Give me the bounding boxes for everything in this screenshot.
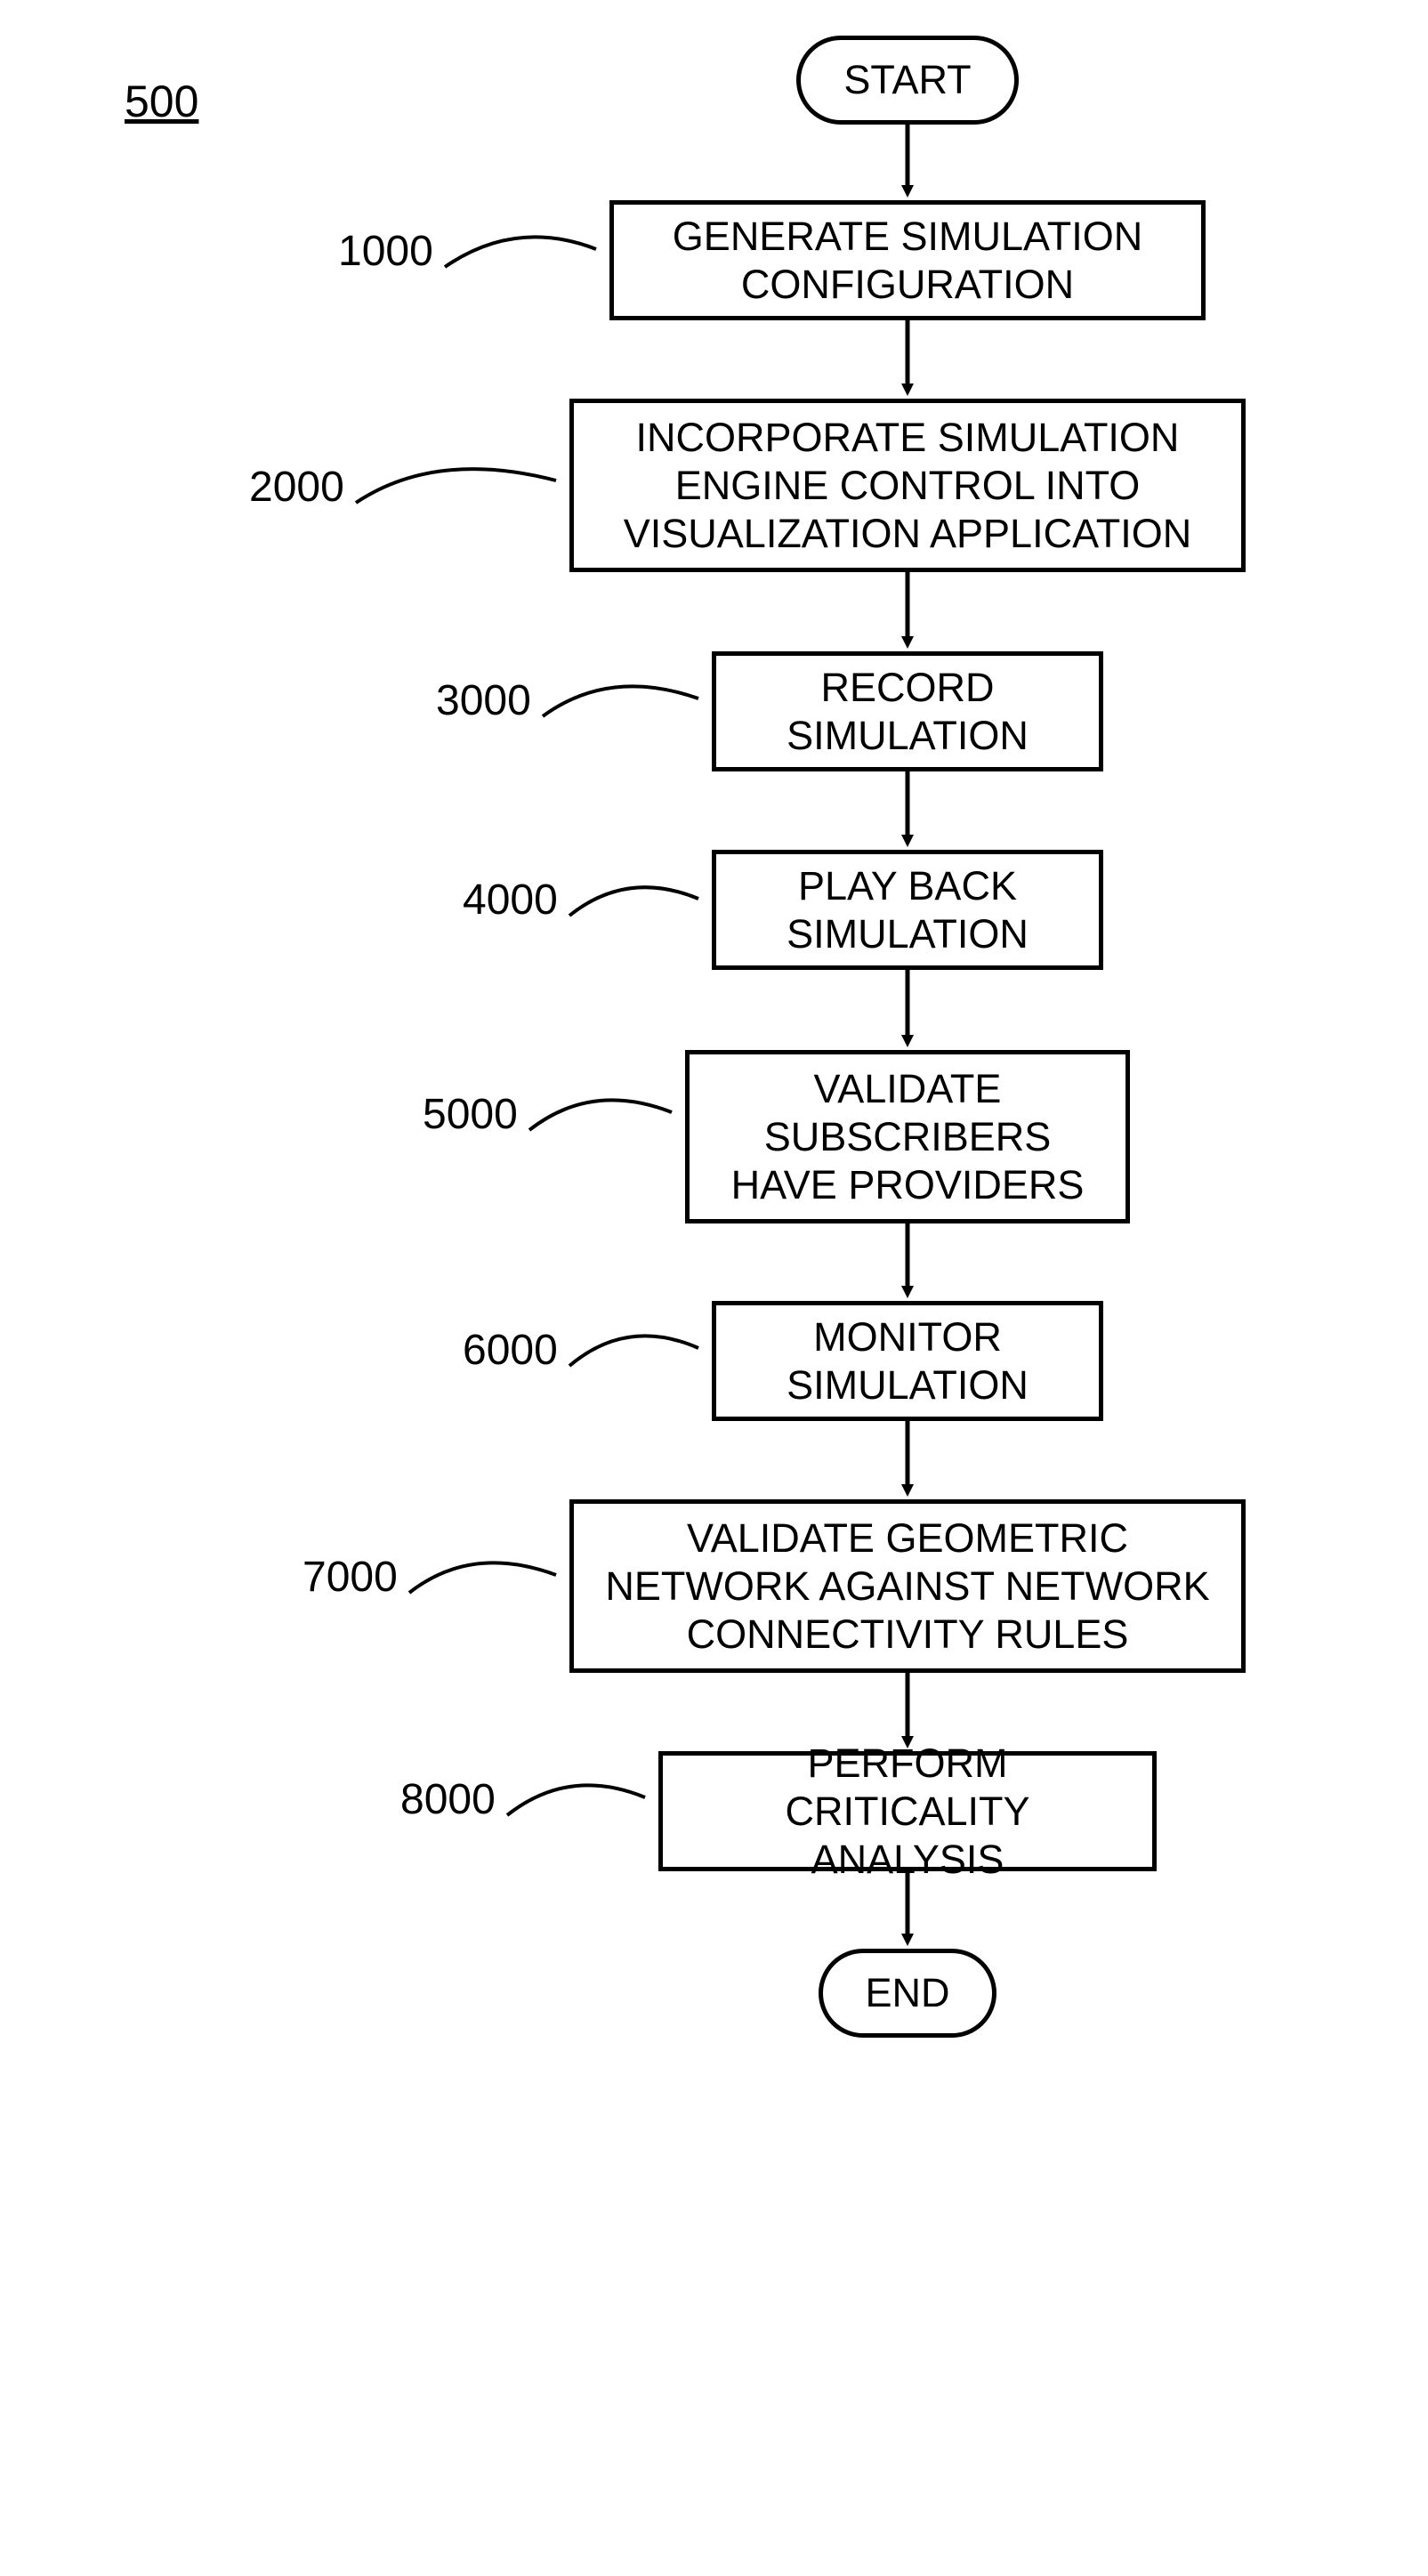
process-validate-subscribers-have-providers: VALIDATE SUBSCRIBERS HAVE PROVIDERS (685, 1050, 1130, 1223)
process-play-back-simulation: PLAY BACK SIMULATION (712, 850, 1103, 970)
process-validate-geometric-network: VALIDATE GEOMETRIC NETWORK AGAINST NETWO… (569, 1499, 1246, 1673)
ref-3000: 3000 (436, 676, 531, 725)
terminal-start: START (796, 36, 1019, 125)
ref-8000: 8000 (400, 1775, 496, 1824)
process-1000-label: GENERATE SIMULATION CONFIGURATION (673, 213, 1142, 309)
process-monitor-simulation: MONITOR SIMULATION (712, 1301, 1103, 1421)
process-3000-label: RECORD SIMULATION (787, 664, 1029, 760)
process-2000-label: INCORPORATE SIMULATION ENGINE CONTROL IN… (624, 414, 1191, 558)
ref-1000: 1000 (338, 227, 433, 276)
ref-7000: 7000 (303, 1553, 398, 1602)
ref-5000: 5000 (423, 1090, 518, 1139)
process-generate-simulation-configuration: GENERATE SIMULATION CONFIGURATION (609, 200, 1206, 320)
terminal-start-label: START (843, 58, 971, 102)
terminal-end-label: END (865, 1971, 949, 2015)
terminal-end: END (819, 1949, 996, 2038)
ref-6000: 6000 (463, 1326, 558, 1375)
process-6000-label: MONITOR SIMULATION (787, 1313, 1029, 1409)
figure-number: 500 (125, 76, 198, 127)
process-7000-label: VALIDATE GEOMETRIC NETWORK AGAINST NETWO… (605, 1514, 1209, 1659)
ref-4000: 4000 (463, 876, 558, 925)
process-8000-label: PERFORM CRITICALITY ANALYSIS (681, 1740, 1134, 1884)
process-4000-label: PLAY BACK SIMULATION (787, 862, 1029, 958)
process-perform-criticality-analysis: PERFORM CRITICALITY ANALYSIS (658, 1751, 1157, 1871)
ref-2000: 2000 (249, 463, 344, 512)
connector-overlay (0, 0, 1428, 2576)
process-5000-label: VALIDATE SUBSCRIBERS HAVE PROVIDERS (731, 1065, 1085, 1209)
process-record-simulation: RECORD SIMULATION (712, 651, 1103, 771)
flowchart-page: 500 START GENERATE SIMULATION CONFIGURAT… (0, 0, 1428, 2576)
process-incorporate-simulation-engine-control: INCORPORATE SIMULATION ENGINE CONTROL IN… (569, 399, 1246, 572)
